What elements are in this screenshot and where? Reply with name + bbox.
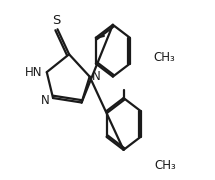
Text: N: N xyxy=(41,94,49,107)
Text: S: S xyxy=(52,14,61,27)
Text: CH₃: CH₃ xyxy=(153,51,175,64)
Text: HN: HN xyxy=(25,66,42,79)
Text: CH₃: CH₃ xyxy=(154,159,176,172)
Text: N: N xyxy=(92,70,101,83)
